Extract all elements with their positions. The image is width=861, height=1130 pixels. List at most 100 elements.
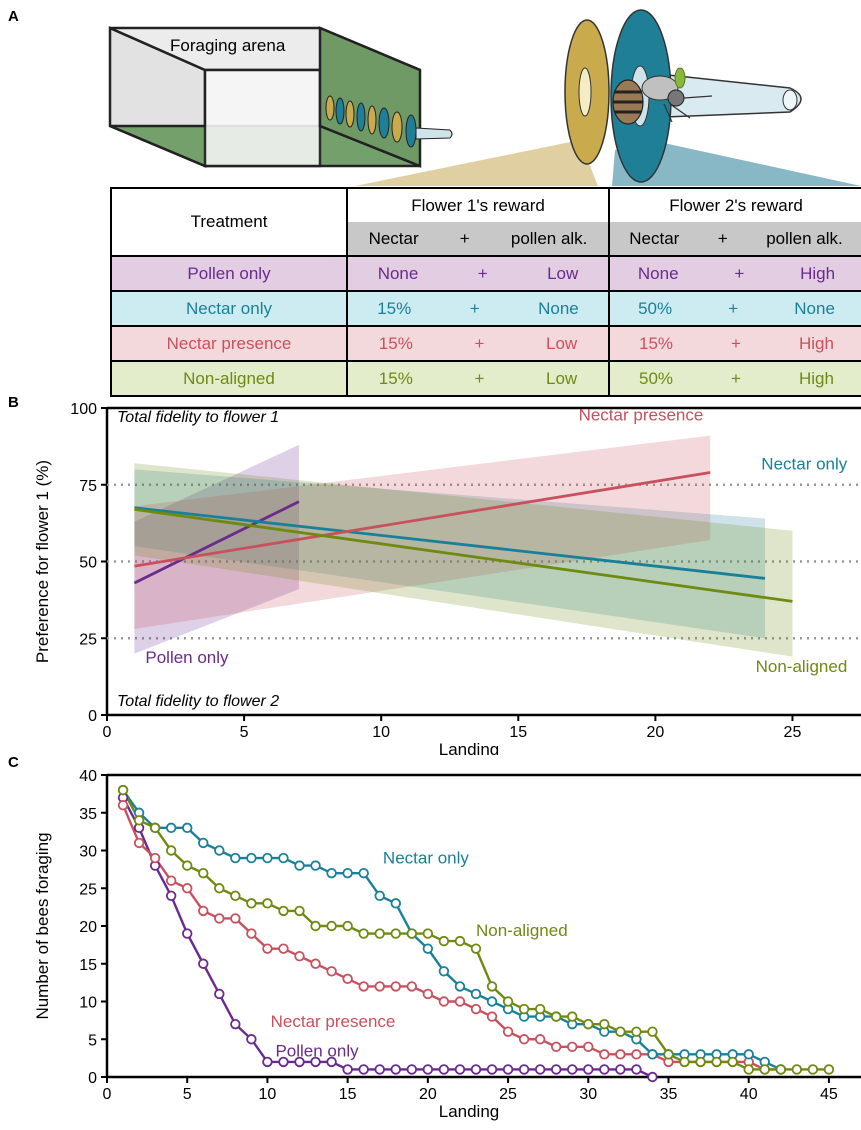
x-tick-label: 25 bbox=[784, 724, 802, 741]
y-tick-label: 100 bbox=[70, 401, 97, 418]
flower1-subheader: Nectar + pollen alk. bbox=[346, 222, 610, 256]
data-point-nectar-only bbox=[326, 867, 337, 879]
data-point-pollen-only bbox=[278, 1056, 289, 1068]
series-line-nectar-only bbox=[122, 789, 782, 1071]
data-point-pollen-only bbox=[214, 988, 225, 1000]
data-point-pollen-only bbox=[615, 1064, 626, 1075]
data-point-non-aligned bbox=[759, 1064, 770, 1075]
y-tick-label: 40 bbox=[79, 768, 97, 785]
data-point-nectar-presence bbox=[246, 928, 257, 939]
data-point-nectar-presence bbox=[438, 996, 450, 1007]
data-point-nectar-presence bbox=[310, 958, 321, 969]
y-tick-label: 30 bbox=[79, 844, 97, 861]
data-point-nectar-only bbox=[422, 943, 434, 954]
data-point-nectar-presence bbox=[278, 943, 289, 954]
data-point-nectar-presence bbox=[149, 852, 161, 864]
data-point-non-aligned bbox=[374, 928, 385, 939]
foraging-arena-icon bbox=[108, 26, 453, 168]
experiment-illustration: Foraging arena bbox=[108, 9, 861, 186]
data-point-nectar-only bbox=[438, 966, 450, 977]
data-point-pollen-only bbox=[647, 1071, 658, 1083]
series-label-pollen-only: Pollen only bbox=[145, 648, 229, 667]
data-point-pollen-only bbox=[550, 1064, 562, 1075]
data-point-non-aligned bbox=[406, 928, 418, 939]
data-point-non-aligned bbox=[358, 928, 369, 939]
series-label-nectar-only: Nectar only bbox=[383, 848, 469, 867]
x-tick-label: 40 bbox=[740, 1086, 758, 1103]
zoom-wedge-flower1 bbox=[355, 140, 598, 186]
data-point-non-aligned bbox=[294, 905, 305, 917]
data-point-non-aligned bbox=[663, 1049, 674, 1060]
data-point-nectar-only bbox=[278, 852, 289, 864]
trend-line-non-aligned bbox=[134, 507, 793, 603]
data-point-non-aligned bbox=[727, 1056, 738, 1068]
data-point-nectar-presence bbox=[470, 1003, 482, 1015]
table-row: Nectar only 15% + None 50% + None bbox=[110, 290, 861, 326]
x-tick-label: 10 bbox=[259, 1086, 277, 1103]
data-point-nectar-only bbox=[470, 988, 482, 1000]
data-point-pollen-only bbox=[454, 1064, 466, 1075]
flower2-header: Flower 2's reward bbox=[608, 187, 861, 222]
data-point-pollen-only bbox=[182, 928, 193, 939]
data-point-nectar-presence bbox=[534, 1034, 546, 1045]
data-point-non-aligned bbox=[230, 890, 241, 902]
data-point-non-aligned bbox=[390, 928, 401, 939]
x-axis-label: Landing bbox=[439, 1102, 500, 1121]
x-tick-label: 15 bbox=[339, 1086, 357, 1103]
data-point-pollen-only bbox=[326, 1056, 337, 1068]
data-point-non-aligned bbox=[133, 815, 145, 826]
data-point-pollen-only bbox=[374, 1064, 385, 1075]
x-axis-label: Landing bbox=[439, 740, 500, 755]
data-point-pollen-only bbox=[583, 1064, 594, 1075]
data-point-non-aligned bbox=[615, 1026, 626, 1037]
data-point-nectar-only bbox=[486, 996, 498, 1007]
flower-1-icon bbox=[564, 19, 610, 165]
data-point-nectar-only bbox=[198, 837, 209, 849]
data-point-pollen-only bbox=[534, 1064, 546, 1075]
data-point-pollen-only bbox=[631, 1064, 642, 1075]
data-point-non-aligned bbox=[711, 1056, 722, 1068]
data-point-non-aligned bbox=[695, 1056, 706, 1068]
data-point-nectar-only bbox=[165, 822, 177, 834]
data-point-nectar-presence bbox=[374, 981, 385, 992]
panel-letter-a: A bbox=[8, 8, 19, 25]
data-point-non-aligned bbox=[679, 1056, 690, 1068]
data-point-nectar-presence bbox=[406, 981, 418, 992]
data-point-non-aligned bbox=[438, 935, 450, 947]
data-point-nectar-presence bbox=[230, 913, 241, 924]
y-tick-label: 15 bbox=[79, 957, 97, 974]
series-label-non-aligned: Non-aligned bbox=[476, 921, 568, 940]
x-tick-label: 20 bbox=[646, 724, 664, 741]
data-point-pollen-only bbox=[342, 1064, 353, 1075]
data-point-nectar-presence bbox=[326, 966, 337, 977]
data-point-pollen-only bbox=[294, 1056, 305, 1068]
data-point-nectar-only bbox=[374, 890, 385, 902]
data-point-pollen-only bbox=[599, 1064, 610, 1075]
bee-icon bbox=[612, 67, 713, 125]
x-tick-label: 35 bbox=[660, 1086, 678, 1103]
data-point-non-aligned bbox=[518, 1003, 530, 1015]
data-point-non-aligned bbox=[791, 1064, 803, 1075]
data-point-non-aligned bbox=[583, 1018, 594, 1030]
data-point-nectar-presence bbox=[390, 981, 401, 992]
data-point-non-aligned bbox=[182, 860, 193, 871]
data-point-pollen-only bbox=[262, 1056, 273, 1068]
x-tick-label: 0 bbox=[103, 724, 112, 741]
data-point-nectar-presence bbox=[182, 883, 193, 894]
data-point-nectar-only bbox=[743, 1049, 754, 1060]
data-point-non-aligned bbox=[278, 905, 289, 917]
data-point-nectar-only bbox=[390, 898, 401, 909]
data-point-non-aligned bbox=[807, 1064, 819, 1075]
data-point-pollen-only bbox=[422, 1064, 434, 1075]
flower1-header: Flower 1's reward bbox=[346, 187, 610, 222]
data-point-pollen-only bbox=[390, 1064, 401, 1075]
preference-chart: 0 5 10 15 20 25 0 25 50 75 100 Landing Preference fo… bbox=[33, 401, 861, 755]
data-point-non-aligned bbox=[534, 1003, 546, 1015]
data-point-pollen-only bbox=[486, 1064, 498, 1075]
data-point-nectar-presence bbox=[133, 837, 145, 849]
ci-band-pollen-only bbox=[134, 444, 299, 654]
series-label-non-aligned: Non-aligned bbox=[756, 657, 848, 676]
x-tick-label: 25 bbox=[499, 1086, 517, 1103]
data-point-non-aligned bbox=[775, 1064, 786, 1075]
trend-line-nectar-presence bbox=[134, 471, 711, 568]
